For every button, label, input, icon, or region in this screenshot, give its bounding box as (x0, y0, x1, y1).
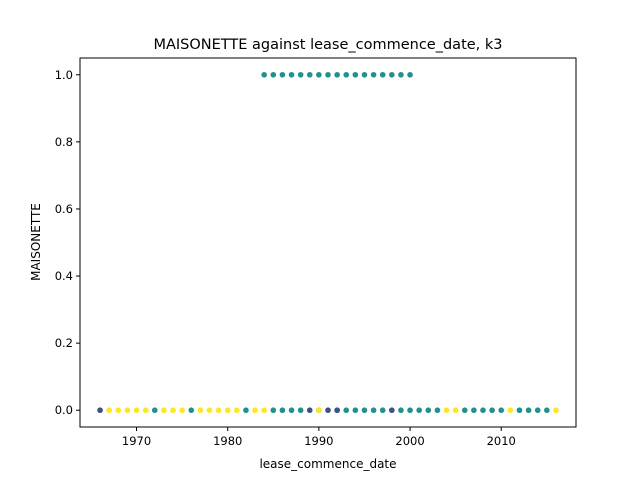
data-point (206, 407, 213, 414)
data-point (288, 407, 295, 414)
data-point (334, 407, 340, 414)
data-point (361, 407, 368, 414)
x-axis-label: lease_commence_date (259, 457, 396, 471)
plot-frame (79, 57, 577, 428)
data-point (516, 407, 523, 414)
data-point (407, 71, 413, 78)
data-point (261, 71, 267, 78)
data-point (352, 71, 359, 78)
x-tick-label: 2010 (487, 434, 516, 448)
data-point (471, 407, 477, 414)
data-point (352, 407, 359, 414)
data-point (407, 407, 413, 414)
data-point (416, 407, 422, 414)
data-point (316, 407, 322, 414)
y-tick-label: 0.2 (55, 336, 73, 350)
data-point (379, 71, 386, 78)
data-point (361, 71, 368, 78)
x-tick-label: 2000 (395, 434, 424, 448)
y-tick-label: 0.8 (55, 135, 73, 149)
data-point (498, 407, 505, 414)
data-point (343, 407, 350, 414)
y-axis-label: MAISONETTE (29, 203, 43, 281)
y-tick-label: 0.6 (55, 202, 73, 216)
data-points (97, 71, 559, 414)
data-point (379, 407, 386, 414)
data-point (443, 407, 450, 414)
data-point (270, 407, 277, 414)
y-tick-label: 1.0 (55, 68, 73, 82)
data-point (97, 407, 103, 414)
data-point (124, 407, 131, 414)
data-point (389, 71, 395, 78)
data-point (106, 407, 112, 414)
data-point (151, 407, 158, 414)
data-point (170, 407, 176, 414)
data-point (398, 71, 404, 78)
data-point (252, 407, 258, 414)
data-point (142, 407, 149, 414)
data-point (389, 407, 395, 414)
data-point (179, 407, 185, 414)
x-tick-label: 1970 (122, 434, 151, 448)
data-point (197, 407, 204, 414)
chart-title: MAISONETTE against lease_commence_date, … (153, 37, 502, 53)
data-point (534, 407, 541, 414)
data-point (161, 407, 167, 414)
data-point (288, 71, 295, 78)
data-point (279, 71, 286, 78)
data-point (270, 71, 277, 78)
data-point (306, 71, 313, 78)
data-point (115, 407, 122, 414)
data-point (452, 407, 459, 414)
data-point (279, 407, 286, 414)
data-point (370, 407, 377, 414)
data-point (325, 407, 331, 414)
x-tick-label: 1990 (304, 434, 333, 448)
data-point (553, 407, 559, 414)
y-tick-label: 0.0 (55, 403, 73, 417)
data-point (343, 71, 350, 78)
data-point (234, 407, 240, 414)
x-tick-label: 1980 (213, 434, 242, 448)
data-point (133, 407, 140, 414)
data-point (525, 407, 532, 414)
data-point (215, 407, 222, 414)
x-axis-ticks: 1970 1980 1990 2000 2010 (122, 427, 516, 448)
data-point (544, 407, 550, 414)
data-point (224, 407, 231, 414)
data-point (480, 407, 486, 414)
data-point (188, 407, 195, 414)
data-point (297, 71, 304, 78)
y-tick-label: 0.4 (55, 269, 73, 283)
data-point (316, 71, 322, 78)
data-point (306, 407, 313, 414)
data-point (370, 71, 377, 78)
data-point (243, 407, 249, 414)
data-point (261, 407, 267, 414)
data-point (507, 407, 514, 414)
y-axis-ticks: 0.0 0.2 0.4 0.6 0.8 1.0 (55, 68, 80, 417)
data-point (297, 407, 304, 414)
data-point (325, 71, 331, 78)
data-point (425, 407, 432, 414)
data-point (334, 71, 340, 78)
data-point (434, 407, 441, 414)
data-point (398, 407, 404, 414)
data-point (489, 407, 495, 414)
data-point (461, 407, 468, 414)
